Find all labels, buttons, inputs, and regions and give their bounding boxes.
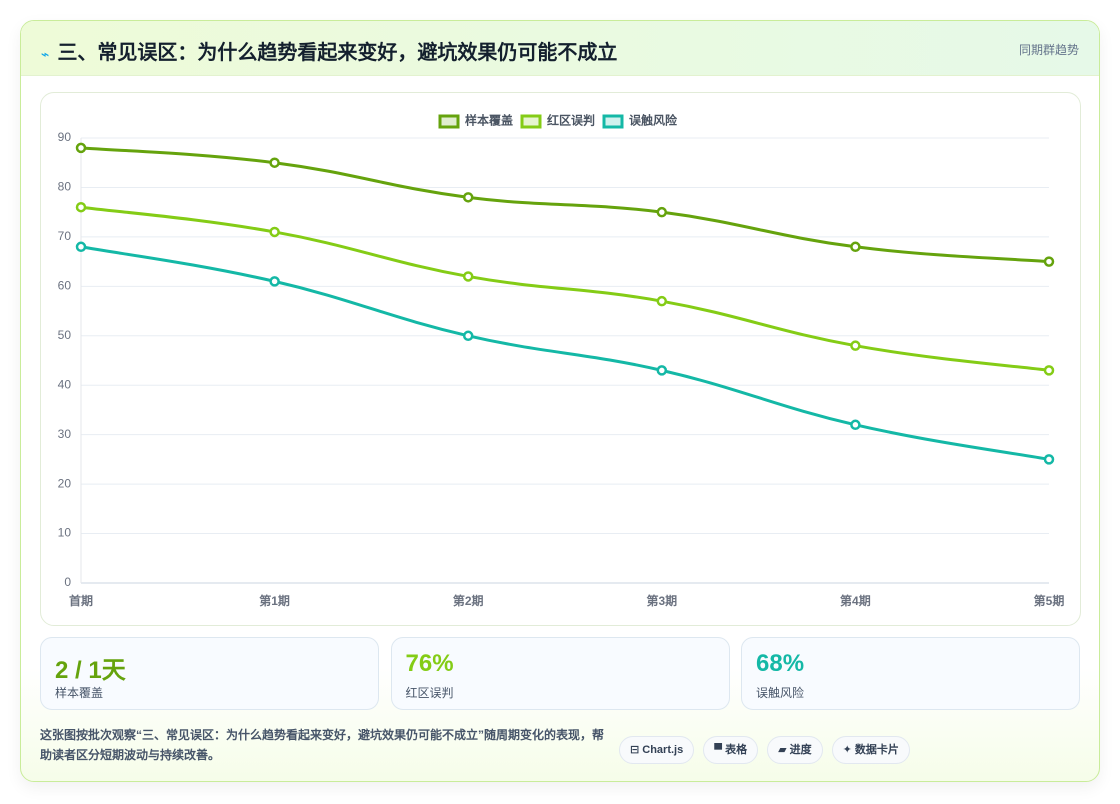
footer-text: 这张图按批次观察“三、常见误区：为什么趋势看起来变好，避坑效果仍可能不成立”随周…: [40, 728, 605, 762]
stat-card: 68% 误触风险: [741, 637, 1080, 710]
x-tick-label: 第2期: [453, 593, 484, 608]
stat-value: 2 / 1天: [55, 657, 126, 684]
point: [75, 241, 87, 253]
y-tick-label: 80: [58, 180, 72, 194]
stat-card: 76% 红区误判: [390, 637, 730, 710]
stat-label: 样本覆盖: [55, 686, 104, 700]
button[interactable]: ▰ 进度: [767, 736, 823, 764]
header: ⌁ 三、常见误区：为什么趋势看起来变好，避坑效果仍可能不成立 同期群趋势: [21, 21, 1099, 76]
point: [75, 142, 87, 154]
x-tick-label: 第3期: [646, 593, 677, 608]
y-tick-label: 10: [58, 526, 72, 540]
card: ⌁ 三、常见误区：为什么趋势看起来变好，避坑效果仍可能不成立 同期群趋势 0 10 2…: [20, 20, 1100, 782]
series-line: [80, 245, 1050, 461]
point: [1043, 454, 1055, 465]
y-tick-label: 0: [64, 575, 71, 589]
y-tick-label: 50: [58, 328, 72, 342]
x-tick-label: 第1期: [259, 593, 290, 608]
point: [1043, 256, 1055, 267]
point: [850, 241, 861, 253]
chart-panel: 0 10 20 30 40 50 60 70 80 90 首期 第1期 第2期 第3期 第4期 第5期 样本覆盖…: [40, 92, 1081, 626]
point: [269, 226, 280, 238]
title-icon: ⌁: [41, 46, 50, 62]
y-tick-label: 30: [58, 427, 72, 441]
buttons: ⊟ Chart.js ▀ 表格 ▰ 进度 ✦ 数据卡片: [619, 736, 910, 764]
point: [462, 271, 474, 282]
x-tick-label: 首期: [69, 593, 93, 608]
legend-label: 误触风险: [629, 113, 678, 128]
point: [1043, 365, 1055, 376]
title-text: 三、常见误区：为什么趋势看起来变好，避坑效果仍可能不成立: [57, 42, 618, 64]
legend-label: 样本覆盖: [465, 113, 513, 128]
legend-swatch: [520, 114, 542, 129]
legend-label: 红区误判: [547, 113, 595, 128]
point: [462, 192, 474, 203]
y-tick-label: 20: [58, 476, 72, 490]
point: [850, 419, 861, 431]
y-tick-label: 70: [58, 229, 72, 243]
point: [850, 340, 861, 351]
button[interactable]: ⊟ Chart.js: [619, 736, 695, 764]
legend-swatch: [602, 114, 624, 129]
x-tick-label: 第4期: [840, 593, 871, 608]
stat-value: 68%: [756, 650, 805, 677]
point: [269, 276, 280, 287]
stat-value: 76%: [405, 650, 454, 677]
y-tick-label: 40: [58, 377, 72, 391]
chart: 0 10 20 30 40 50 60 70 80 90 首期 第1期 第2期 第3期 第4期 第5期 样本覆盖…: [58, 113, 1065, 609]
y-tick-label: 60: [58, 279, 72, 293]
legend-swatch: [438, 114, 460, 129]
x-tick-label: 第5期: [1034, 593, 1065, 608]
point: [656, 206, 668, 218]
stat-card: 2 / 1天样本覆盖: [40, 637, 379, 710]
point: [269, 157, 280, 168]
stat-label: 红区误判: [405, 686, 454, 700]
point: [75, 201, 87, 213]
series-line: [80, 146, 1050, 264]
y-tick-label: 90: [58, 130, 72, 144]
button[interactable]: ▀ 表格: [703, 736, 759, 764]
button[interactable]: ✦ 数据卡片: [831, 736, 910, 764]
stat-label: 误触风险: [756, 686, 805, 700]
point: [462, 330, 474, 342]
series-line: [80, 205, 1050, 372]
tag: 同期群趋势: [1018, 43, 1079, 57]
point: [656, 365, 668, 376]
point: [656, 295, 668, 307]
title: ⌁ 三、常见误区：为什么趋势看起来变好，避坑效果仍可能不成立: [41, 36, 617, 65]
